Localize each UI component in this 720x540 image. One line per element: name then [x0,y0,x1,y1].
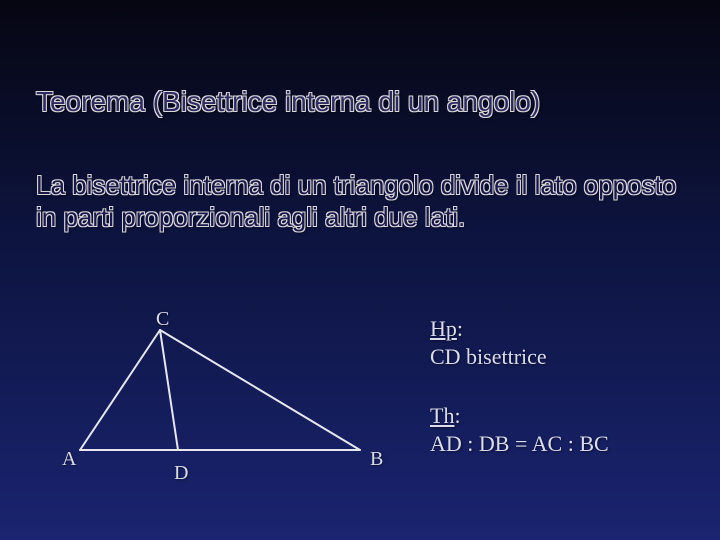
triangle-diagram: ABCD [60,320,400,490]
vertex-label-d: D [174,462,188,485]
vertex-label-b: B [370,448,383,471]
diagram-edge [80,330,160,450]
vertex-label-c: C [156,308,169,331]
slide-title: Teorema (Bisettrice interna di un angolo… [36,86,540,118]
hypothesis-label: Hp [430,316,457,341]
vertex-label-a: A [62,448,76,471]
slide-body: La bisettrice interna di un triangolo di… [36,170,686,233]
hypothesis-block: Hp: CD bisettrice [430,315,547,370]
triangle-svg [60,320,400,490]
thesis-text: AD : DB = AC : BC [430,431,609,456]
diagram-edge [160,330,178,450]
hypothesis-text: CD bisettrice [430,344,547,369]
thesis-label: Th [430,403,454,428]
diagram-edge [160,330,360,450]
thesis-block: Th: AD : DB = AC : BC [430,402,609,457]
